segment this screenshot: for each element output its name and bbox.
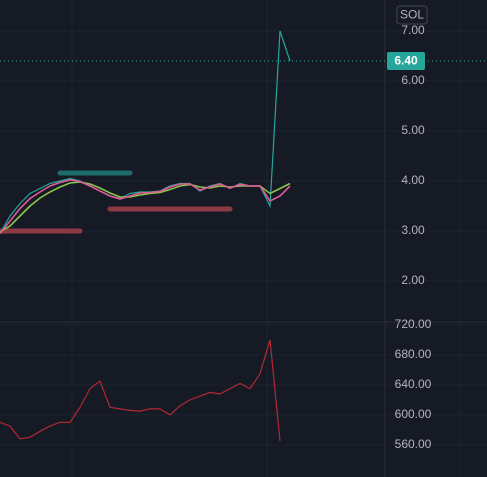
y-tick-label: 6.00 [401, 73, 425, 87]
y-tick-label: 640.00 [395, 377, 432, 391]
last-price-badge [387, 52, 425, 70]
y-tick-label: 5.00 [401, 123, 425, 137]
y-tick-label: 7.00 [401, 23, 425, 37]
series-line [0, 181, 291, 233]
y-tick-label: 600.00 [395, 407, 432, 421]
symbol-label: SOL [400, 8, 424, 22]
y-tick-label: 4.00 [401, 173, 425, 187]
y-tick-label: 680.00 [395, 347, 432, 361]
y-tick-label: 2.00 [401, 273, 425, 287]
symbol-button[interactable] [396, 5, 428, 25]
y-tick-label: 560.00 [395, 437, 432, 451]
last-price-label: 6.40 [394, 54, 418, 68]
y-tick-label: 3.00 [401, 223, 425, 237]
series-line [0, 339, 281, 442]
series-line [0, 179, 291, 234]
y-tick-label: 720.00 [395, 317, 432, 331]
